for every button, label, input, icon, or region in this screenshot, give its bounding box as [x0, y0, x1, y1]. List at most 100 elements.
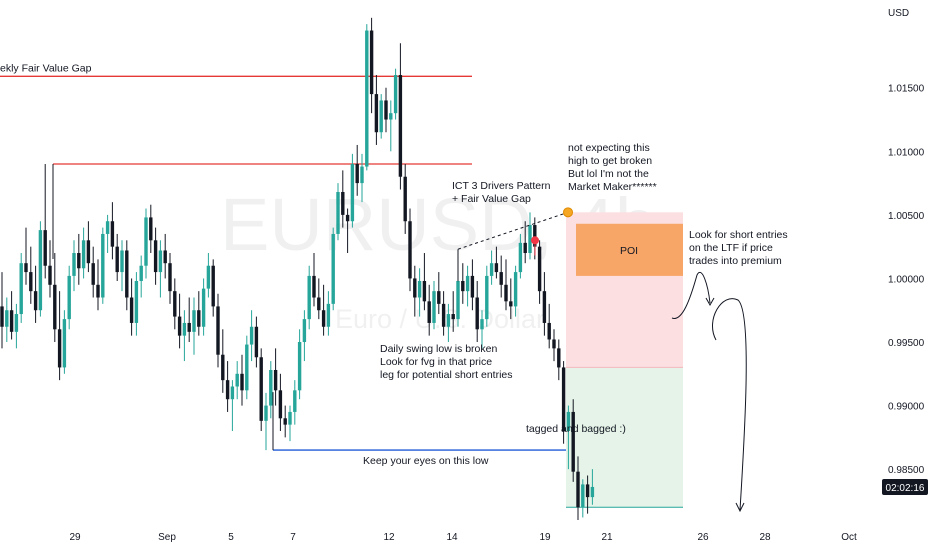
candle-body[interactable]	[14, 314, 19, 332]
candle-body[interactable]	[350, 164, 355, 222]
candle-body[interactable]	[158, 250, 163, 273]
candle-body[interactable]	[144, 217, 148, 266]
candle-body[interactable]	[307, 275, 311, 320]
take-profit-zone[interactable]	[566, 367, 683, 508]
candle-body[interactable]	[48, 265, 52, 285]
time-axis[interactable]: 29 Sep 5 7 12 14 19 21 26 28 Oct	[69, 532, 857, 543]
candle-body[interactable]	[542, 291, 547, 323]
poi-zone[interactable]	[576, 223, 683, 276]
candle-body[interactable]	[129, 297, 134, 323]
candle-body[interactable]	[9, 310, 14, 332]
candle-body[interactable]	[264, 405, 268, 421]
candle-body[interactable]	[72, 253, 76, 276]
candle-body[interactable]	[379, 100, 383, 133]
candle-body[interactable]	[62, 319, 67, 368]
candle-body[interactable]	[571, 411, 575, 472]
candle-body[interactable]	[437, 291, 441, 304]
candle-body[interactable]	[96, 284, 100, 298]
candle-body[interactable]	[585, 484, 590, 498]
candle-body[interactable]	[115, 246, 119, 273]
candle-body[interactable]	[499, 272, 503, 285]
candle-body[interactable]	[360, 166, 364, 184]
candle-body[interactable]	[369, 30, 374, 95]
candle-body[interactable]	[249, 326, 254, 345]
candle-body[interactable]	[374, 94, 379, 133]
candle-body[interactable]	[417, 280, 422, 298]
candle-body[interactable]	[547, 322, 551, 340]
candle-body[interactable]	[38, 230, 43, 311]
candle-body[interactable]	[422, 280, 427, 302]
candle-body[interactable]	[53, 284, 57, 330]
candle-body[interactable]	[110, 221, 115, 247]
candle-body[interactable]	[221, 354, 225, 381]
candle-body[interactable]	[489, 263, 494, 276]
candle-body[interactable]	[413, 278, 417, 298]
candle-body[interactable]	[408, 221, 412, 279]
candle-body[interactable]	[552, 339, 556, 349]
candle-body[interactable]	[384, 100, 388, 120]
candle-body[interactable]	[225, 380, 230, 400]
candle-body[interactable]	[211, 265, 215, 307]
candle-body[interactable]	[427, 301, 431, 323]
candle-body[interactable]	[293, 390, 297, 412]
candle-body[interactable]	[504, 284, 508, 302]
candle-body[interactable]	[91, 263, 95, 285]
candle-body[interactable]	[177, 316, 182, 336]
candle-body[interactable]	[240, 373, 244, 391]
candle-body[interactable]	[163, 250, 167, 264]
candle-body[interactable]	[139, 265, 143, 281]
projected-drop-arrow[interactable]	[711, 298, 747, 511]
candle-body[interactable]	[24, 263, 28, 273]
candle-body[interactable]	[187, 322, 191, 332]
candle-body[interactable]	[475, 297, 479, 330]
candle-body[interactable]	[321, 310, 326, 327]
candle-body[interactable]	[576, 471, 580, 508]
candle-body[interactable]	[317, 297, 321, 311]
candle-body[interactable]	[355, 164, 359, 184]
candle-body[interactable]	[393, 75, 398, 114]
candle-body[interactable]	[101, 233, 105, 298]
signal-marker[interactable]	[531, 236, 539, 245]
candle-body[interactable]	[494, 263, 499, 273]
candle-body[interactable]	[297, 342, 302, 391]
candle-body[interactable]	[470, 275, 475, 298]
candle-body[interactable]	[182, 322, 187, 336]
candle-body[interactable]	[398, 75, 403, 177]
candle-body[interactable]	[206, 265, 211, 289]
candle-body[interactable]	[149, 217, 153, 241]
candle-body[interactable]	[557, 348, 561, 368]
candle-body[interactable]	[509, 301, 513, 307]
candle-body[interactable]	[5, 310, 9, 327]
candle-body[interactable]	[523, 242, 527, 254]
candle-body[interactable]	[120, 250, 124, 273]
candle-body[interactable]	[465, 275, 470, 292]
candle-body[interactable]	[590, 486, 595, 498]
candle-body[interactable]	[336, 191, 340, 234]
candle-body[interactable]	[518, 242, 523, 273]
candle-body[interactable]	[389, 113, 393, 120]
candle-body[interactable]	[0, 306, 4, 327]
candle-body[interactable]	[528, 225, 532, 254]
candle-body[interactable]	[345, 214, 350, 222]
candle-body[interactable]	[331, 233, 335, 304]
candle-body[interactable]	[33, 291, 38, 311]
candle-body[interactable]	[451, 314, 455, 320]
candle-body[interactable]	[312, 275, 316, 298]
candle-body[interactable]	[29, 272, 33, 292]
candle-body[interactable]	[235, 373, 239, 387]
candle-body[interactable]	[561, 367, 566, 432]
candle-body[interactable]	[581, 484, 585, 508]
candle-body[interactable]	[57, 329, 62, 368]
candle-body[interactable]	[446, 314, 451, 327]
candle-body[interactable]	[168, 263, 172, 292]
candle-body[interactable]	[302, 319, 307, 343]
candle-body[interactable]	[43, 230, 47, 266]
candle-body[interactable]	[456, 280, 460, 320]
candle-body[interactable]	[566, 411, 571, 432]
candle-body[interactable]	[201, 288, 206, 327]
candle-body[interactable]	[173, 291, 177, 317]
candle-body[interactable]	[480, 319, 484, 330]
candle-body[interactable]	[441, 303, 446, 327]
candle-body[interactable]	[365, 30, 369, 167]
price-axis[interactable]: USD 1.01500 1.01000 1.00500 1.00000 0.99500 0…	[888, 8, 925, 476]
